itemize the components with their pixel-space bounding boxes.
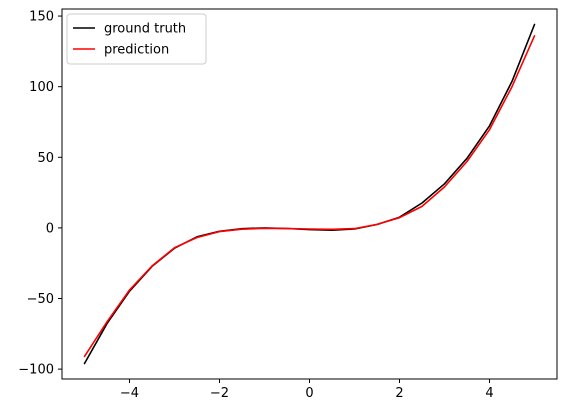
x-tick-label-0: −4: [120, 386, 139, 401]
y-tick-label-4: 100: [29, 80, 54, 95]
x-axis: −4 −2 0 2 4: [120, 379, 494, 401]
series-line-0: [83, 23, 536, 365]
y-tick-label-3: 50: [37, 151, 54, 166]
series-line-1: [83, 34, 536, 358]
y-tick-label-2: 0: [46, 221, 54, 236]
y-tick-label-0: −100: [18, 363, 54, 378]
legend-box: [66, 13, 207, 65]
legend: ground truth prediction: [66, 13, 207, 65]
plot-lines: [83, 23, 536, 365]
legend-label-1: prediction: [104, 43, 169, 58]
x-tick-label-1: −2: [210, 386, 229, 401]
y-tick-label-5: 150: [29, 10, 54, 25]
x-tick-label-4: 4: [485, 386, 493, 401]
x-tick-label-3: 2: [395, 386, 403, 401]
x-tick-label-2: 0: [305, 386, 313, 401]
y-axis: −100 −50 0 50 100 150: [18, 10, 62, 378]
legend-label-0: ground truth: [104, 22, 186, 37]
y-tick-label-1: −50: [27, 292, 54, 307]
